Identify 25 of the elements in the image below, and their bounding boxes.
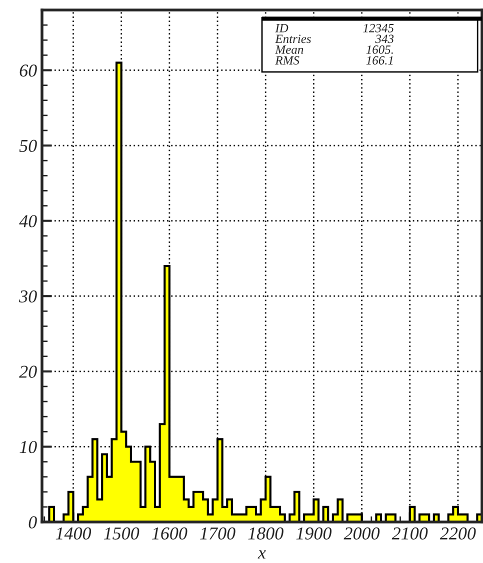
x-tick-label: 1400 <box>56 527 92 540</box>
y-tick-label: 10 <box>20 440 37 454</box>
annotation: ID <box>275 24 288 32</box>
y-tick-label: 20 <box>19 366 37 378</box>
annotation: 1605. <box>366 45 393 54</box>
y-tick-label: 50 <box>19 140 37 152</box>
y-tick-label: 60 <box>20 64 37 77</box>
annotation: Entries <box>275 34 311 44</box>
x-tick-label: 2200 <box>440 527 476 540</box>
y-tick-label: 40 <box>19 215 37 228</box>
x-tick-label: 1600 <box>152 527 188 540</box>
x-axis-title: x <box>258 550 266 559</box>
annotation: 12345 <box>363 24 394 32</box>
annotation: 343 <box>375 34 394 44</box>
y-tick-label: 0 <box>28 516 37 528</box>
y-tick-label: 30 <box>19 290 37 303</box>
annotation: RMS <box>275 56 300 65</box>
x-tick-label: 1700 <box>200 527 236 540</box>
annotation: Mean <box>275 46 304 54</box>
annotation: 166.1 <box>366 56 393 65</box>
x-tick-label: 2000 <box>344 527 380 540</box>
x-tick-label: 2100 <box>392 527 428 540</box>
x-tick-label: 1500 <box>104 527 140 540</box>
x-tick-label: 1900 <box>296 527 332 540</box>
x-tick-label: 1800 <box>248 527 284 540</box>
